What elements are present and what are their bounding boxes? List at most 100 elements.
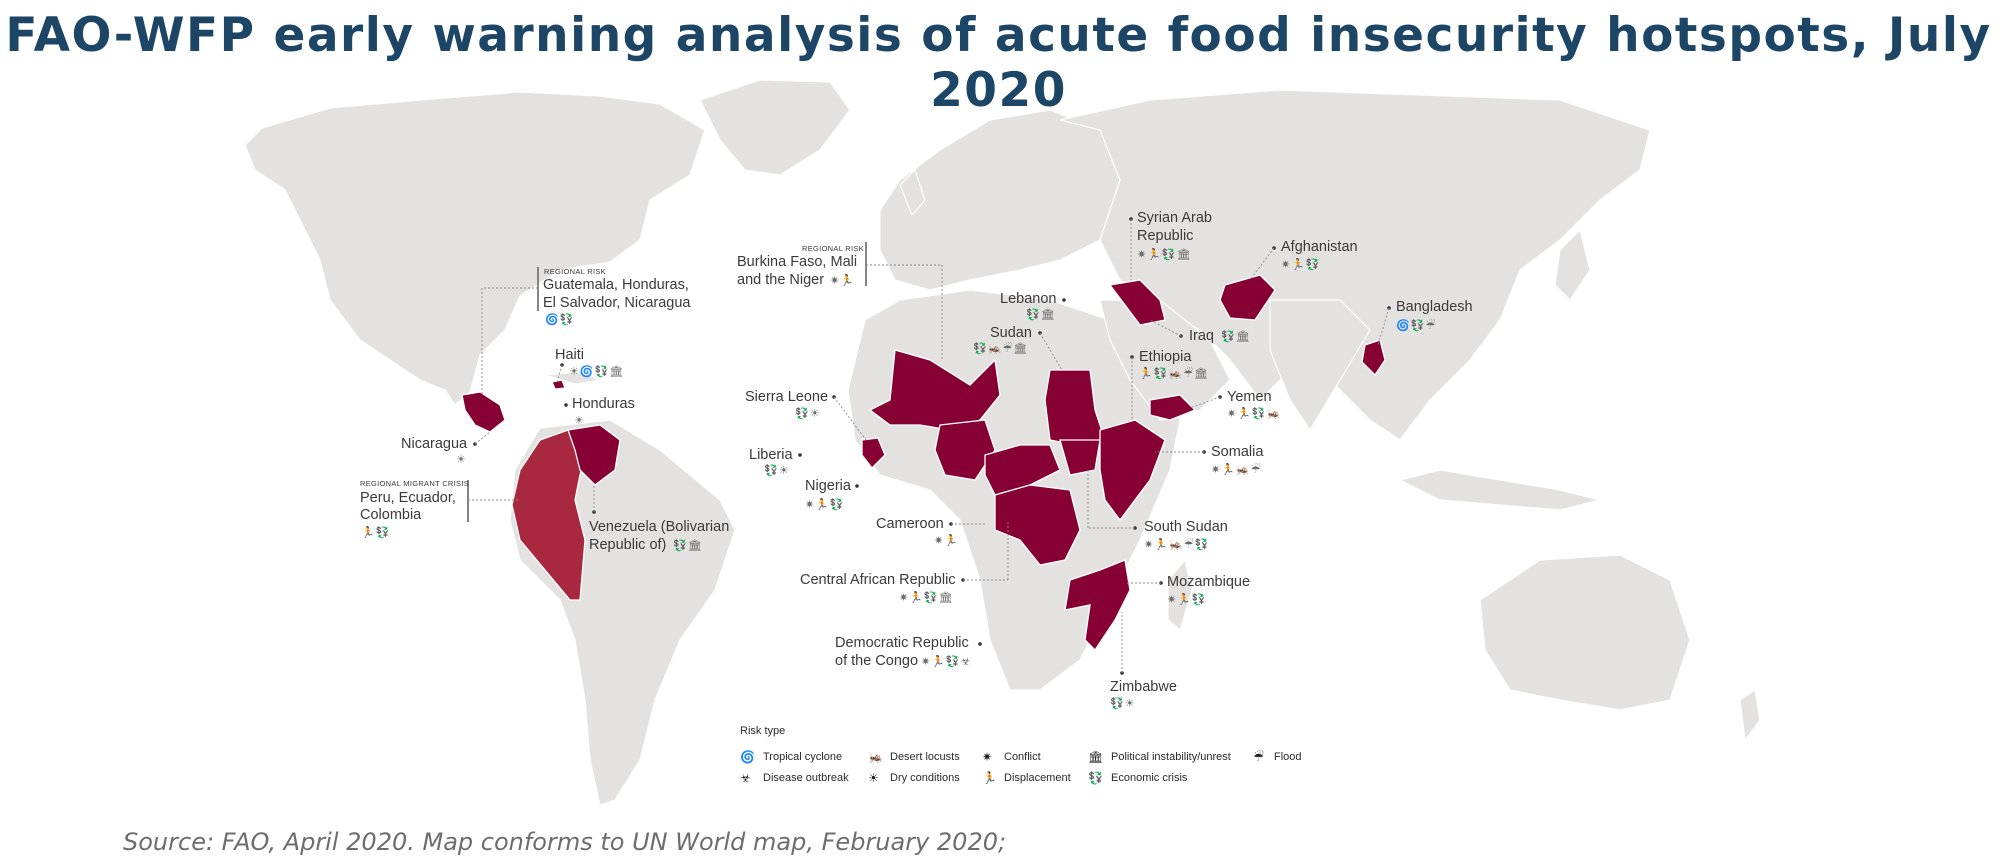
label-nigeria: Nigeria (805, 478, 852, 494)
conflict-icon: ✷ (982, 750, 992, 764)
label-sierra-leone: Sierra Leone (745, 389, 828, 405)
land-new-zealand (1739, 688, 1761, 742)
label-layer: Syrian Arab Republic ✷🏃💱🏛 Afghanistan ✷🏃… (360, 210, 1473, 710)
land-japan (1554, 228, 1591, 301)
nigeria-risk-icons: ✷🏃💱 (805, 498, 845, 511)
land-madagascar (1167, 558, 1193, 632)
drc-risk-icons: ✷🏃💱☣ (921, 655, 971, 668)
car-risk-icons: ✷🏃💱🏛 (899, 591, 954, 604)
legend-label-flood: Flood (1274, 751, 1302, 763)
label-drc-2: of the Congo (835, 653, 918, 669)
land-arabia (1099, 299, 1231, 421)
zimbabwe-risk-icons: 💱☀ (1110, 697, 1136, 710)
legend: Risk type 🌀 Tropical cyclone 🦗 Desert lo… (740, 725, 1302, 785)
land-australia (1479, 554, 1691, 711)
legend-label-desert-locusts: Desert locusts (890, 751, 960, 763)
label-migrant-tag: REGIONAL MIGRANT CRISIS (360, 479, 469, 488)
bangladesh-risk-icons: 🌀💱☔ (1396, 318, 1436, 332)
displacement-icon: 🏃 (982, 771, 997, 785)
legend-label-conflict: Conflict (1004, 751, 1041, 763)
honduras-risk-icons: ☀ (574, 414, 585, 427)
haiti-leader (556, 364, 563, 383)
label-cameroon: Cameroon (876, 516, 944, 532)
label-nicaragua: Nicaragua (401, 436, 468, 452)
disease-outbreak-icon: ☣ (740, 771, 751, 785)
hotspot-south-sudan (1059, 439, 1101, 476)
cameroon-risk-icons: ✷🏃 (934, 534, 959, 547)
iraq-leader (1149, 319, 1182, 337)
label-venezuela: Venezuela (Bolivarian (589, 519, 729, 535)
label-ca-2: El Salvador, Nicaragua (543, 295, 691, 311)
legend-label-economic-crisis: Economic crisis (1111, 772, 1188, 784)
land-uk (899, 168, 926, 217)
label-syria: Syrian Arab (1137, 210, 1212, 226)
label-ethiopia: Ethiopia (1139, 349, 1192, 365)
hotspot-drc (994, 484, 1081, 566)
sahel-risk-icons: ✷🏃 (830, 274, 855, 287)
label-sudan: Sudan (990, 325, 1032, 341)
hotspot-layer (461, 274, 1386, 652)
label-zimbabwe: Zimbabwe (1110, 679, 1177, 695)
hotspot-sahel (868, 349, 1001, 431)
label-mozambique: Mozambique (1167, 574, 1250, 590)
label-ca: Guatemala, Honduras, (543, 277, 689, 293)
label-car: Central African Republic (800, 572, 956, 588)
label-sahel: Burkina Faso, Mali (737, 254, 857, 270)
iraq-risk-icons: 💱🏛 (1221, 330, 1251, 343)
land-india (1269, 299, 1371, 432)
lebanon-dot (1062, 298, 1066, 302)
label-afghanistan: Afghanistan (1281, 239, 1358, 255)
source-note: Source: FAO, April 2020. Map conforms to… (123, 828, 1007, 856)
label-ca-tag: REGIONAL RISK (544, 267, 606, 276)
nicaragua-risk-icons: ☀ (456, 453, 467, 466)
label-migrant: Peru, Ecuador, (360, 490, 456, 506)
dry-conditions-icon: ☀ (868, 771, 879, 785)
legend-label-dry-conditions: Dry conditions (890, 772, 960, 784)
legend-label-political-instability: Political instability/unrest (1111, 751, 1231, 763)
label-yemen: Yemen (1227, 389, 1272, 405)
desert-locusts-icon: 🦗 (868, 750, 883, 764)
syria-risk-icons: ✷🏃💱🏛 (1137, 248, 1192, 261)
hotspot-nigeria (934, 419, 996, 481)
label-somalia: Somalia (1211, 444, 1264, 460)
land-caribbean (544, 371, 603, 385)
hotspot-venezuela (567, 424, 621, 486)
ethiopia-risk-icons: 🏃💱🦗☔🏛 (1139, 366, 1209, 380)
legend-label-tropical-cyclone: Tropical cyclone (763, 751, 842, 763)
venezuela-risk-icons: 💱🏛 (673, 539, 703, 552)
economic-crisis-icon: 💱 (1088, 771, 1103, 785)
tropical-cyclone-icon: 🌀 (740, 749, 755, 764)
hotspot-ethiopia-somalia (1099, 419, 1166, 522)
lebanon-risk-icons: 💱🏛 (1026, 308, 1056, 321)
label-iraq: Iraq (1189, 328, 1214, 344)
yemen-risk-icons: ✷🏃💱🦗 (1227, 407, 1281, 420)
nigeria-dot (855, 484, 859, 488)
label-south-sudan: South Sudan (1144, 519, 1228, 535)
flood-icon: ☔ (1253, 749, 1264, 764)
sierra-leone-risk-icons: 💱☀ (795, 407, 821, 420)
hotspot-afghanistan (1219, 274, 1276, 321)
label-liberia: Liberia (749, 447, 793, 463)
landmass-layer (244, 79, 1761, 806)
sudan-leader (1039, 332, 1063, 371)
sudan-risk-icons: 💱🦗☔🏛 (973, 341, 1028, 355)
label-sahel-tag: REGIONAL RISK (802, 244, 864, 253)
bangladesh-leader (1377, 307, 1390, 346)
label-venezuela-2: Republic of) (589, 537, 666, 553)
honduras-dot (564, 403, 568, 407)
map-title: FAO-WFP early warning analysis of acute … (5, 8, 1992, 118)
label-migrant-2: Colombia (360, 507, 422, 523)
land-indonesia (1398, 469, 1601, 511)
label-honduras: Honduras (572, 396, 635, 412)
label-syria-2: Republic (1137, 228, 1193, 244)
hotspot-syria-iraq (1108, 279, 1166, 326)
land-north-america (244, 91, 706, 406)
south-sudan-risk-icons: ✷🏃🦗☔💱 (1144, 537, 1209, 551)
label-sahel-2: and the Niger (737, 272, 824, 288)
legend-label-disease-outbreak: Disease outbreak (763, 772, 849, 784)
liberia-risk-icons: 💱☀ (764, 464, 790, 477)
afghanistan-risk-icons: ✷🏃💱 (1281, 258, 1321, 271)
political-instability-icon: 🏛 (1088, 750, 1103, 764)
label-drc: Democratic Republic (835, 635, 969, 651)
